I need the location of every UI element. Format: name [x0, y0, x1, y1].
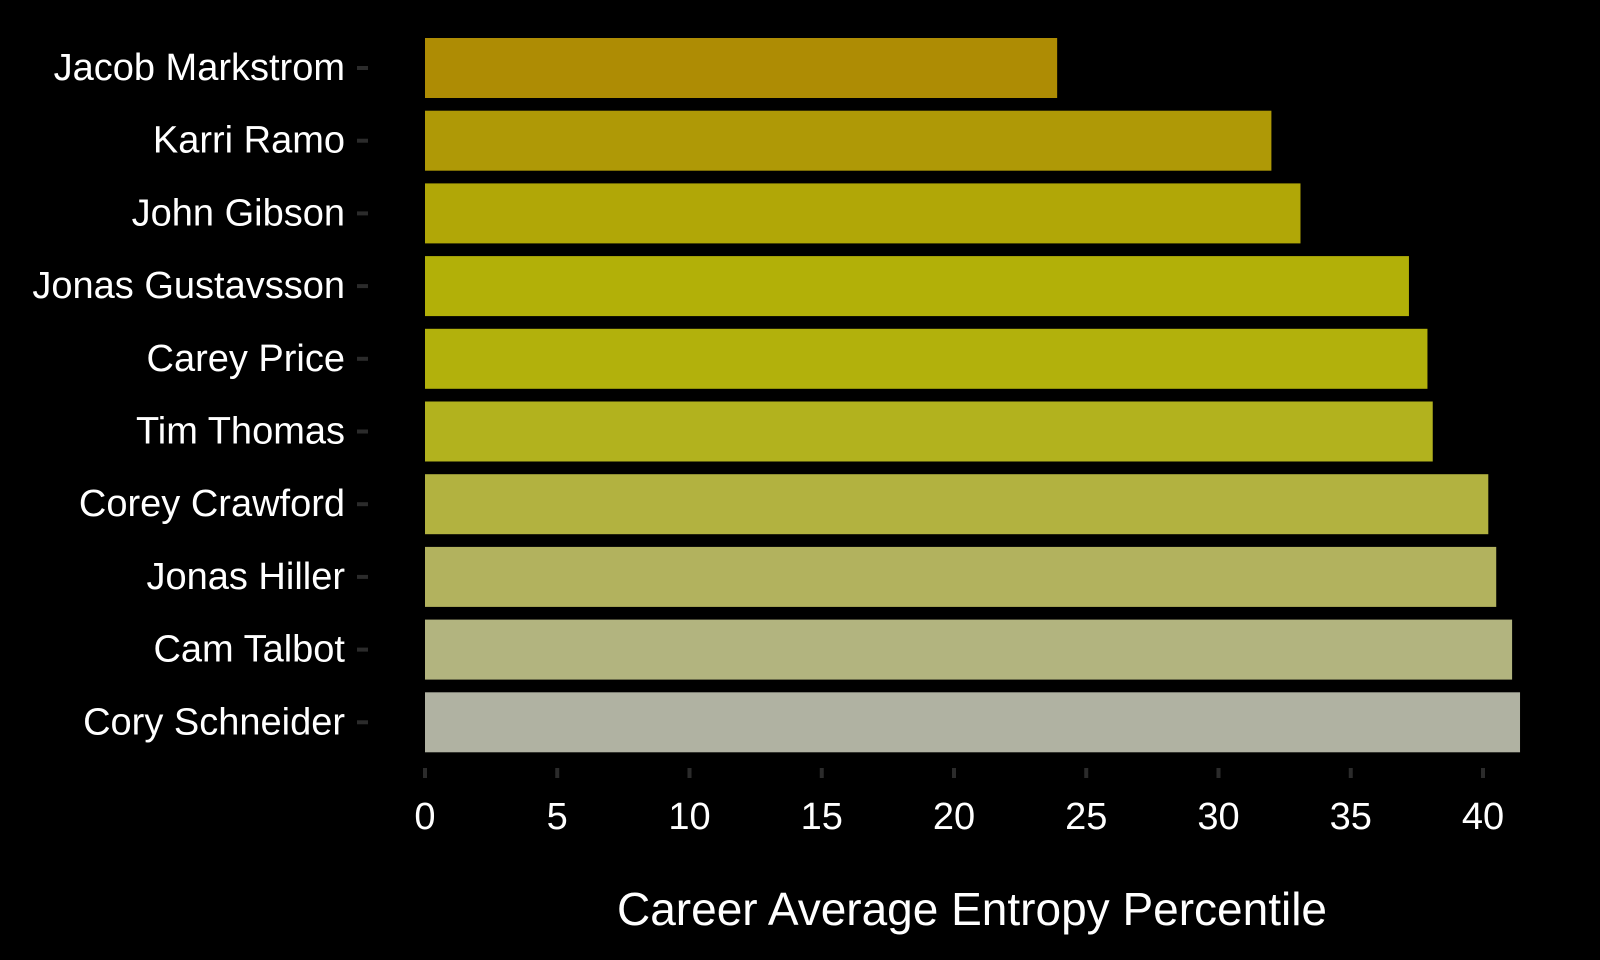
category-label: Cory Schneider	[83, 701, 345, 743]
category-label: Corey Crawford	[79, 483, 345, 525]
x-axis-ticks: 0 5 10 15 20 25 30 35 40	[414, 768, 1504, 838]
bar-jacob-markstrom	[425, 38, 1058, 98]
category-label: Cam Talbot	[153, 629, 345, 671]
x-tick-label: 15	[801, 796, 843, 838]
bar-carey-price	[425, 328, 1428, 389]
category-labels: Jacob Markstrom Karri Ramo John Gibson Jona…	[32, 47, 368, 743]
category-label: Tim Thomas	[136, 411, 345, 453]
x-tick-label: 30	[1197, 796, 1239, 838]
x-tick-label: 10	[668, 796, 710, 838]
bar-jonas-hiller	[425, 546, 1497, 607]
category-label: Karri Ramo	[153, 120, 345, 162]
category-label: Jonas Gustavsson	[32, 265, 345, 307]
bar-john-gibson	[425, 183, 1301, 244]
bar-tim-thomas	[425, 401, 1433, 462]
bar-cory-schneider	[425, 692, 1521, 753]
x-tick-label: 25	[1065, 796, 1107, 838]
category-label: Carey Price	[147, 338, 346, 380]
x-tick-label: 0	[414, 796, 435, 838]
bar-karri-ramo	[425, 110, 1272, 171]
x-tick-label: 20	[933, 796, 975, 838]
x-axis-title: Career Average Entropy Percentile	[617, 883, 1327, 935]
bar-jonas-gustavsson	[425, 256, 1409, 317]
category-label: Jacob Markstrom	[54, 47, 345, 89]
bar-corey-crawford	[425, 474, 1489, 535]
x-tick-label: 40	[1462, 796, 1504, 838]
x-tick-label: 35	[1330, 796, 1372, 838]
category-label: Jonas Hiller	[146, 556, 345, 598]
x-tick-label: 5	[547, 796, 568, 838]
bar-cam-talbot	[425, 619, 1513, 680]
bars-group	[425, 38, 1521, 753]
category-label: John Gibson	[132, 192, 345, 234]
